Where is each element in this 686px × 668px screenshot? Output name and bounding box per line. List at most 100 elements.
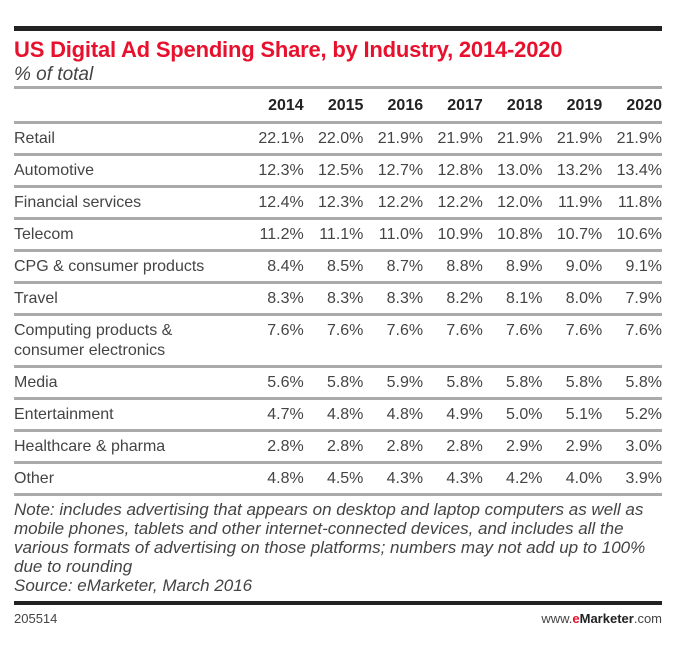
row-label: Media	[14, 374, 58, 391]
cell-value: 11.0%	[378, 226, 424, 243]
cell-value: 2.8%	[267, 438, 304, 455]
cell-value: 21.9%	[616, 130, 662, 147]
cell-value: 5.8%	[446, 374, 483, 391]
cell-value: 4.7%	[267, 406, 304, 423]
header-rule	[14, 86, 662, 89]
cell-value: 10.8%	[497, 226, 543, 243]
cell-value: 2.8%	[326, 438, 364, 455]
cell-value: 4.8%	[326, 406, 364, 423]
cell-value: 8.8%	[446, 258, 483, 275]
cell-value: 8.4%	[267, 258, 304, 275]
brand-name: Marketer	[579, 611, 634, 626]
cell-value: 12.2%	[377, 194, 424, 211]
cell-value: 21.9%	[377, 130, 424, 147]
table-row: Computing products & consumer electronic…	[14, 315, 662, 367]
cell-value: 4.5%	[326, 470, 364, 487]
cell-value: 11.1%	[319, 226, 364, 243]
footer: 205514 www.eMarketer.com	[14, 611, 662, 626]
cell-value: 5.1%	[565, 406, 603, 423]
cell-value: 7.6%	[386, 322, 424, 339]
cell-value: 7.6%	[625, 322, 662, 339]
cell-value: 9.1%	[625, 258, 662, 275]
cell-value: 12.7%	[377, 162, 424, 179]
column-header-2015: 2015	[327, 97, 364, 114]
cell-value: 8.0%	[565, 290, 603, 307]
row-label: Travel	[14, 290, 58, 307]
cell-value: 4.3%	[446, 470, 483, 487]
label-column-header	[14, 89, 244, 123]
cell-value: 12.4%	[258, 194, 304, 211]
column-header-2019: 2019	[566, 97, 603, 114]
row-label: Retail	[14, 130, 55, 147]
data-table: 2014 2015 2016 2017 2018 2019 2020 Retail 22.1%…	[14, 89, 662, 496]
cell-value: 3.0%	[625, 438, 662, 455]
table-row: Automotive 12.3% 12.5% 12.7% 12.8% 13.0% 13.2%…	[14, 155, 662, 187]
cell-value: 4.0%	[565, 470, 603, 487]
cell-value: 10.7%	[556, 226, 603, 243]
cell-value: 10.6%	[616, 226, 662, 243]
brand-link[interactable]: www.eMarketer.com	[541, 611, 662, 626]
cell-value: 7.9%	[625, 290, 662, 307]
cell-value: 10.9%	[437, 226, 483, 243]
cell-value: 12.3%	[258, 162, 304, 179]
cell-value: 8.2%	[446, 290, 483, 307]
cell-value: 7.6%	[506, 322, 543, 339]
cell-value: 21.9%	[556, 130, 603, 147]
column-header-2018: 2018	[506, 97, 543, 114]
cell-value: 12.8%	[437, 162, 483, 179]
cell-value: 4.8%	[386, 406, 424, 423]
row-label: Financial services	[14, 194, 142, 211]
table-body: Retail 22.1% 22.0% 21.9% 21.9% 21.9% 21.9% 21.9…	[14, 123, 662, 495]
cell-value: 2.8%	[446, 438, 483, 455]
table-row: Media 5.6% 5.8% 5.9% 5.8% 5.8% 5.8% 5.8%	[14, 367, 662, 399]
cell-value: 9.0%	[565, 258, 603, 275]
cell-value: 3.9%	[625, 470, 662, 487]
table-row: Entertainment 4.7% 4.8% 4.8% 4.9% 5.0% 5.1% 5.2…	[14, 399, 662, 431]
cell-value: 7.6%	[267, 322, 304, 339]
cell-value: 4.2%	[506, 470, 543, 487]
cell-value: 13.2%	[556, 162, 603, 179]
column-header-2020: 2020	[626, 97, 662, 114]
cell-value: 5.2%	[625, 406, 662, 423]
cell-value: 7.6%	[446, 322, 483, 339]
table-row: Retail 22.1% 22.0% 21.9% 21.9% 21.9% 21.9% 21.9…	[14, 123, 662, 155]
cell-value: 12.5%	[318, 162, 364, 179]
chart-title: US Digital Ad Spending Share, by Industr…	[14, 37, 563, 62]
header-row: 2014 2015 2016 2017 2018 2019 2020	[14, 89, 662, 123]
cell-value: 8.3%	[267, 290, 304, 307]
cell-value: 8.7%	[386, 258, 424, 275]
cell-value: 22.1%	[258, 130, 304, 147]
cell-value: 7.6%	[326, 322, 364, 339]
chart-frame: US Digital Ad Spending Share, by Industr…	[14, 26, 662, 626]
cell-value: 8.5%	[326, 258, 364, 275]
cell-value: 8.9%	[506, 258, 543, 275]
footnote: Note: includes advertising that appears …	[14, 496, 662, 601]
table-row: Healthcare & pharma 2.8% 2.8% 2.8% 2.8% 2.9% 2…	[14, 431, 662, 463]
cell-value: 12.0%	[497, 194, 543, 211]
row-label: Entertainment	[14, 406, 114, 423]
cell-value: 2.8%	[386, 438, 424, 455]
table-row: Travel 8.3% 8.3% 8.3% 8.2% 8.1% 8.0% 7.9%	[14, 283, 662, 315]
cell-value: 4.9%	[446, 406, 483, 423]
cell-value: 11.2%	[259, 226, 304, 243]
top-rule	[14, 26, 662, 31]
cell-value: 11.8%	[617, 194, 662, 211]
row-label: Automotive	[14, 162, 95, 179]
cell-value: 5.8%	[326, 374, 364, 391]
cell-value: 5.6%	[267, 374, 304, 391]
cell-value: 5.8%	[565, 374, 603, 391]
source-text: Source: eMarketer, March 2016	[14, 576, 253, 595]
row-label: Telecom	[14, 226, 74, 243]
cell-value: 2.9%	[506, 438, 543, 455]
table-row: Financial services 12.4% 12.3% 12.2% 12.2% 12…	[14, 187, 662, 219]
cell-value: 5.8%	[625, 374, 662, 391]
brand-e: e	[572, 611, 580, 626]
table-row: Other 4.8% 4.5% 4.3% 4.3% 4.2% 4.0% 3.9%	[14, 463, 662, 495]
cell-value: 4.8%	[267, 470, 304, 487]
cell-value: 12.2%	[437, 194, 483, 211]
cell-value: 22.0%	[318, 130, 364, 147]
table-row: Telecom 11.2% 11.1% 11.0% 10.9% 10.8% 10.7% 10.…	[14, 219, 662, 251]
cell-value: 21.9%	[497, 130, 543, 147]
cell-value: 5.9%	[386, 374, 424, 391]
cell-value: 13.0%	[497, 162, 543, 179]
